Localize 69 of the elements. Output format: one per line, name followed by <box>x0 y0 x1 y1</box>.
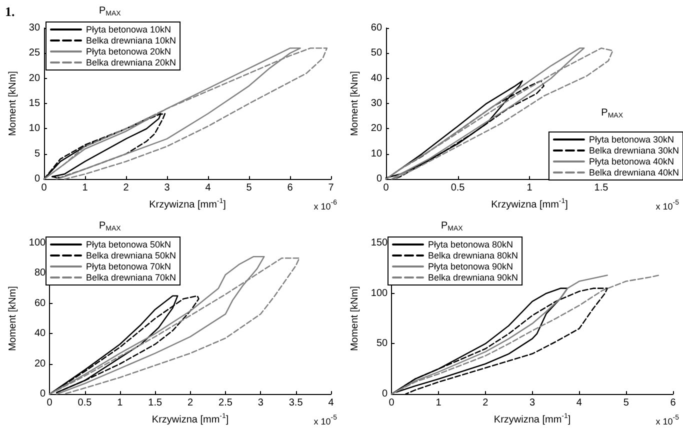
y-tick-label: 50 <box>376 338 388 350</box>
y-tick-label: 10 <box>28 123 40 134</box>
y-tick-label: 100 <box>370 288 388 299</box>
x-tick-label: 4 <box>328 398 334 409</box>
x-tick-label: 6 <box>670 398 676 409</box>
y-axis-title: Moment [kNm] <box>8 70 18 136</box>
x-tick-label: 1.5 <box>594 182 609 194</box>
legend-label: Belka drewniana 80kN <box>428 250 518 260</box>
y-tick-label: 0 <box>382 388 388 400</box>
x-tick-label: 0.5 <box>450 182 466 194</box>
x-tick-label: 2 <box>482 398 489 409</box>
legend-label: Belka drewniana 30kN <box>588 146 680 156</box>
legend-label: Płyta betonowa 40kN <box>588 156 674 166</box>
x-tick-label: 4 <box>576 398 582 409</box>
x-tick-label: 6 <box>287 182 294 194</box>
x-tick-label: 2 <box>123 182 130 194</box>
y-tick-label: 150 <box>370 238 388 248</box>
x-tick-label: 4 <box>205 182 212 194</box>
y-tick-label: 100 <box>28 238 46 248</box>
y-tick-label: 60 <box>370 22 382 34</box>
legend-label: Płyta betonowa 50kN <box>86 240 172 250</box>
x-tick-label: 5 <box>623 398 630 409</box>
legend-label: Płyta betonowa 90kN <box>428 262 514 272</box>
legend-label: Płyta betonowa 70kN <box>86 262 172 272</box>
y-tick-label: 20 <box>34 358 46 370</box>
legend-label: Płyta betonowa 30kN <box>588 134 674 144</box>
legend-label: Belka drewniana 40kN <box>588 168 680 178</box>
legend-label: Belka drewniana 10kN <box>86 36 176 46</box>
y-tick-label: 0 <box>34 174 40 185</box>
y-tick-label: 50 <box>370 48 382 59</box>
x-tick-label: 1 <box>82 182 88 194</box>
y-tick-label: 20 <box>370 123 382 134</box>
y-tick-label: 15 <box>28 98 40 110</box>
y-tick-label: 0 <box>376 174 382 185</box>
legend-label: Płyta betonowa 20kN <box>86 46 172 56</box>
legend-label: Płyta betonowa 10kN <box>86 24 172 34</box>
x-tick-label: 3 <box>530 398 536 409</box>
y-tick-label: 0 <box>40 388 46 400</box>
y-tick-label: 60 <box>34 298 46 309</box>
y-tick-label: 30 <box>28 22 40 34</box>
x-tick-label: 0.5 <box>78 398 92 409</box>
legend-label: Belka drewniana 90kN <box>428 272 518 282</box>
x-tick-label: 5 <box>246 182 252 194</box>
x-tick-label: 1 <box>436 398 442 409</box>
x-tick-label: 3 <box>258 398 264 409</box>
x-tick-label: 2 <box>188 398 194 409</box>
chart-title: 1. <box>5 4 15 19</box>
y-axis-title: Moment [kNm] <box>8 286 18 352</box>
y-tick-label: 5 <box>34 148 40 160</box>
y-axis-title: Moment [kNm] <box>350 286 360 352</box>
legend-label: Płyta betonowa 80kN <box>428 240 514 250</box>
y-tick-label: 30 <box>370 98 382 110</box>
x-tick-label: 7 <box>328 182 334 194</box>
y-tick-label: 10 <box>370 148 382 160</box>
x-tick-label: 1.5 <box>148 398 162 409</box>
y-axis-title: Moment [kNm] <box>350 70 360 136</box>
x-tick-label: 1 <box>526 182 533 194</box>
y-tick-label: 20 <box>28 72 40 84</box>
x-tick-label: 3.5 <box>288 398 304 409</box>
y-tick-label: 40 <box>34 328 46 340</box>
legend-label: Belka drewniana 50kN <box>86 250 176 260</box>
x-tick-label: 3 <box>164 182 170 194</box>
y-tick-label: 40 <box>370 72 382 84</box>
y-tick-label: 25 <box>28 48 40 59</box>
x-tick-label: 2.5 <box>218 398 233 409</box>
y-tick-label: 80 <box>34 268 46 279</box>
legend-label: Belka drewniana 70kN <box>86 272 176 282</box>
x-tick-label: 1 <box>117 398 124 409</box>
legend-label: Belka drewniana 20kN <box>86 58 176 68</box>
